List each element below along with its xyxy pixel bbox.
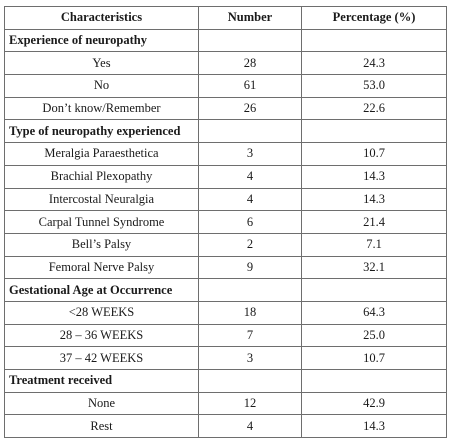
table-row: <28 WEEKS 18 64.3 [4,300,447,325]
row-number: 2 [198,232,302,257]
row-number: 4 [198,164,302,189]
section-empty-number [198,28,302,53]
row-number: 7 [198,323,302,348]
row-percentage: 25.0 [301,323,447,348]
table-row: Femoral Nerve Palsy 9 32.1 [4,255,447,280]
row-percentage: 32.1 [301,255,447,280]
table-row: 28 – 36 WEEKS 7 25.0 [4,323,447,348]
header-number: Number [198,6,302,30]
section-empty-number [198,369,302,393]
header-characteristics: Characteristics [4,6,199,30]
row-percentage: 14.3 [301,414,447,439]
table-row: Brachial Plexopathy 4 14.3 [4,164,447,189]
row-percentage: 53.0 [301,74,447,98]
row-percentage: 22.6 [301,96,447,121]
neuropathy-table: Characteristics Number Percentage (%) Ex… [4,6,447,439]
section-title: Gestational Age at Occurrence [4,278,199,302]
table-row: Intercostal Neuralgia 4 14.3 [4,187,447,212]
row-label: Intercostal Neuralgia [4,187,199,212]
row-label: None [4,391,199,416]
row-label: Don’t know/Remember [4,96,199,121]
table-row: Don’t know/Remember 26 22.6 [4,96,447,121]
row-number: 26 [198,96,302,121]
section-row: Type of neuropathy experienced [4,119,447,144]
row-label: Carpal Tunnel Syndrome [4,210,199,234]
table-row: No 61 53.0 [4,74,447,98]
row-number: 28 [198,51,302,76]
section-empty-percentage [301,278,447,302]
table-row: None 12 42.9 [4,391,447,416]
row-percentage: 21.4 [301,210,447,234]
section-empty-number [198,278,302,302]
row-percentage: 10.7 [301,346,447,370]
row-percentage: 24.3 [301,51,447,76]
row-number: 4 [198,414,302,439]
row-number: 4 [198,187,302,212]
table-row: Bell’s Palsy 2 7.1 [4,232,447,257]
section-title: Treatment received [4,369,199,393]
row-label: Yes [4,51,199,76]
table-row: Carpal Tunnel Syndrome 6 21.4 [4,210,447,234]
row-number: 3 [198,346,302,370]
row-number: 9 [198,255,302,280]
row-percentage: 42.9 [301,391,447,416]
row-label: <28 WEEKS [4,300,199,325]
header-row: Characteristics Number Percentage (%) [4,6,447,30]
row-label: 37 – 42 WEEKS [4,346,199,370]
row-number: 12 [198,391,302,416]
row-percentage: 14.3 [301,164,447,189]
row-label: 28 – 36 WEEKS [4,323,199,348]
row-percentage: 14.3 [301,187,447,212]
section-empty-number [198,119,302,144]
section-empty-percentage [301,119,447,144]
row-number: 6 [198,210,302,234]
row-number: 61 [198,74,302,98]
row-percentage: 7.1 [301,232,447,257]
section-row: Treatment received [4,369,447,393]
table-row: 37 – 42 WEEKS 3 10.7 [4,346,447,370]
section-row: Gestational Age at Occurrence [4,278,447,302]
row-label: Rest [4,414,199,439]
row-number: 18 [198,300,302,325]
row-number: 3 [198,142,302,166]
row-label: Bell’s Palsy [4,232,199,257]
row-label: No [4,74,199,98]
header-percentage: Percentage (%) [301,6,447,30]
table-body: Experience of neuropathy Yes 28 24.3 No 61 53.… [4,28,447,439]
table-row: Yes 28 24.3 [4,51,447,76]
section-title: Experience of neuropathy [4,28,199,53]
row-percentage: 64.3 [301,300,447,325]
row-label: Meralgia Paraesthetica [4,142,199,166]
row-label: Brachial Plexopathy [4,164,199,189]
row-label: Femoral Nerve Palsy [4,255,199,280]
section-title: Type of neuropathy experienced [4,119,199,144]
table-row: Meralgia Paraesthetica 3 10.7 [4,142,447,166]
section-empty-percentage [301,369,447,393]
section-empty-percentage [301,28,447,53]
row-percentage: 10.7 [301,142,447,166]
section-row: Experience of neuropathy [4,28,447,53]
table-row: Rest 4 14.3 [4,414,447,439]
